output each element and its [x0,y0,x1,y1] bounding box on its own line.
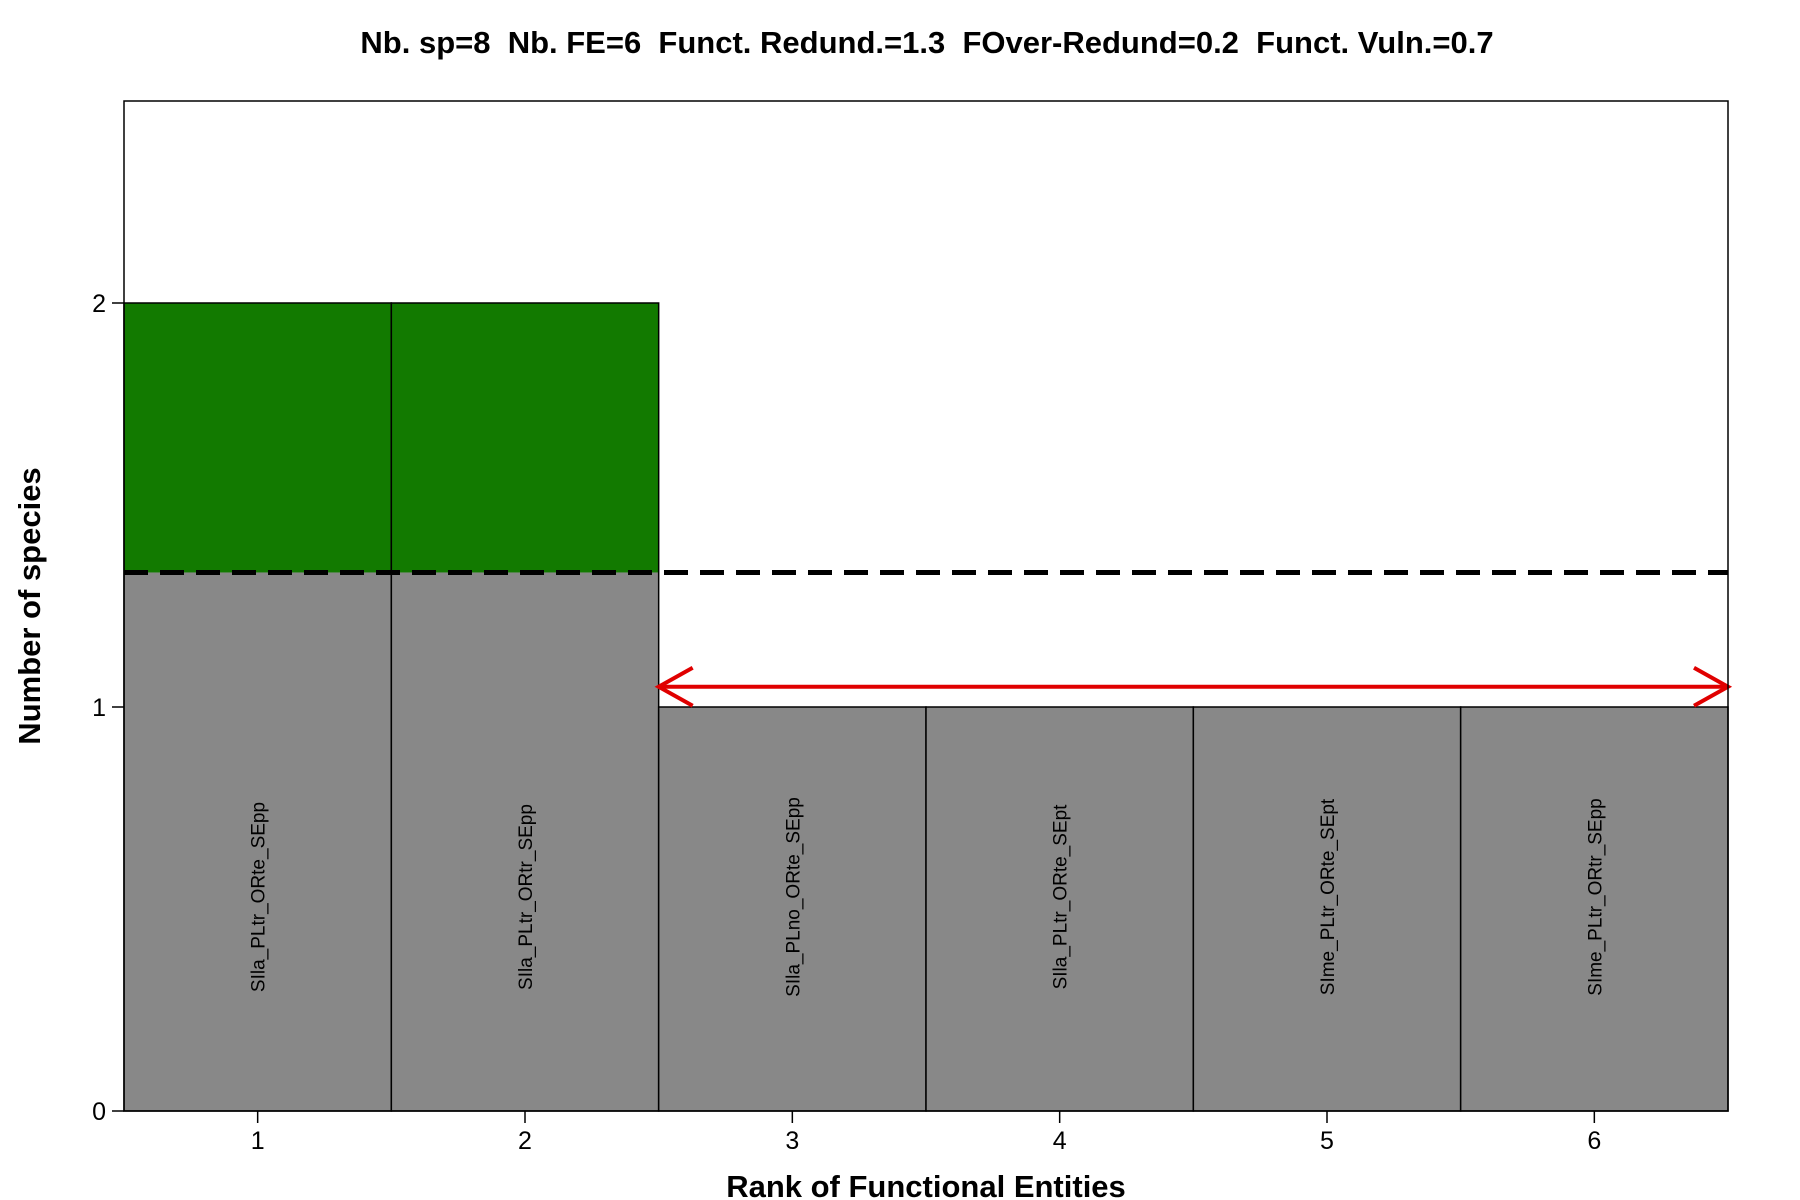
bar-4-base [926,707,1194,1111]
bar-2-base [391,572,659,1111]
x-axis-label: Rank of Functional Entities [726,1169,1126,1200]
y-tick-label-0: 0 [92,1098,106,1126]
bar-3-base [658,707,926,1111]
x-tick-label-4: 4 [1053,1127,1067,1155]
x-tick-label-5: 5 [1320,1127,1334,1155]
vulnerability-arrow-head-left [654,666,694,708]
plot-frame [123,100,1729,1112]
bar-1-base [124,572,392,1111]
bars-layer: SIla_PLtr_ORte_SEpp SIla_PLtr_ORtr_SEpp SI… [123,302,1729,1112]
bar-label-5: SIme_PLtr_ORte_SEpt [1318,798,1339,995]
bar-6-base [1460,707,1728,1111]
bar-label-1: SIla_PLtr_ORte_SEpp [249,802,270,992]
x-tick-label-1: 1 [251,1127,265,1155]
bar-label-2: SIla_PLtr_ORtr_SEpp [516,804,537,990]
arrow-layer [654,666,1733,708]
bar-label-6: SIme_PLtr_ORtr_SEpp [1585,798,1606,995]
y-tick-label-2: 2 [92,290,106,318]
y-tick-label-1: 1 [92,694,106,722]
bar-2-over-redundant [391,303,659,573]
bar-label-3: SIla_PLno_ORte_SEpp [783,797,804,997]
bar-label-4: SIla_PLtr_ORte_SEpt [1051,804,1072,990]
x-tick-label-6: 6 [1587,1127,1601,1155]
x-tick-label-3: 3 [785,1127,799,1155]
bar-1-over-redundant [124,303,392,573]
chart-title: Nb. sp=8 Nb. FE=6 Funct. Redund.=1.3 FOv… [360,25,1493,60]
y-axis-label: Number of species [12,467,47,744]
bar-5-base [1193,707,1461,1111]
x-axis: 1 2 3 4 5 6 [251,1111,1601,1155]
y-axis: 0 1 2 [92,290,124,1126]
x-tick-label-2: 2 [518,1127,532,1155]
